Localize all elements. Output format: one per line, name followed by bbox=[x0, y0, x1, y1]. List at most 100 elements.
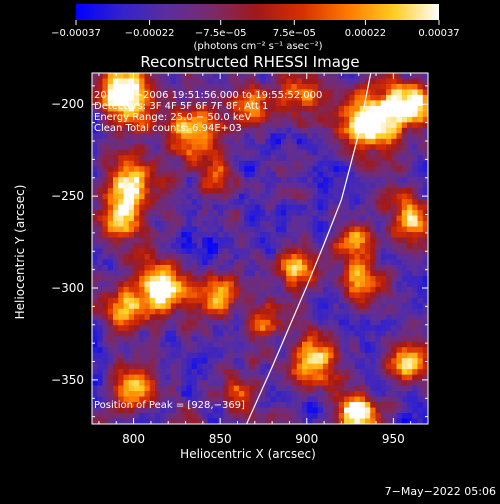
heatmap-cell bbox=[207, 396, 214, 403]
heatmap-cell bbox=[333, 270, 340, 277]
heatmap-cell bbox=[286, 144, 292, 151]
heatmap-cell bbox=[244, 100, 250, 107]
heatmap-cell bbox=[228, 358, 235, 365]
heatmap-cell bbox=[254, 127, 261, 134]
heatmap-cell bbox=[270, 275, 277, 282]
heatmap-cell bbox=[191, 237, 198, 244]
heatmap-cell bbox=[270, 264, 277, 271]
heatmap-cell bbox=[118, 155, 124, 162]
heatmap-cell bbox=[275, 275, 282, 282]
heatmap-cell bbox=[254, 232, 261, 238]
heatmap-cell bbox=[123, 243, 130, 249]
heatmap-cell bbox=[344, 160, 350, 167]
heatmap-cell bbox=[144, 171, 151, 178]
heatmap-cell bbox=[396, 89, 403, 96]
heatmap-cell bbox=[144, 292, 151, 299]
heatmap-cell bbox=[412, 253, 418, 260]
heatmap-cell bbox=[202, 111, 208, 118]
heatmap-cell bbox=[113, 149, 119, 156]
heatmap-cell bbox=[212, 171, 219, 178]
heatmap-cell bbox=[344, 391, 350, 397]
heatmap-cell bbox=[191, 319, 198, 326]
heatmap-cell bbox=[349, 407, 355, 414]
heatmap-cell bbox=[212, 259, 219, 266]
heatmap-cell bbox=[291, 380, 298, 387]
heatmap-cell bbox=[233, 259, 240, 266]
heatmap-cell bbox=[291, 94, 298, 101]
heatmap-cell bbox=[291, 341, 298, 348]
heatmap-cell bbox=[333, 358, 340, 365]
heatmap-cell bbox=[365, 347, 371, 354]
heatmap-cell bbox=[344, 325, 350, 332]
heatmap-cell bbox=[144, 248, 151, 255]
heatmap-cell bbox=[396, 325, 403, 332]
heatmap-cell bbox=[260, 210, 266, 216]
heatmap-cell bbox=[233, 204, 240, 211]
heatmap-cell bbox=[302, 385, 308, 392]
heatmap-cell bbox=[118, 418, 124, 424]
heatmap-cell bbox=[296, 413, 303, 419]
heatmap-cell bbox=[260, 248, 266, 255]
heatmap-cell bbox=[286, 253, 292, 260]
heatmap-cell bbox=[144, 127, 151, 134]
heatmap-cell bbox=[128, 352, 135, 359]
heatmap-cell bbox=[296, 100, 303, 107]
heatmap-cell bbox=[260, 363, 266, 370]
heatmap-cell bbox=[333, 193, 340, 200]
heatmap-cell bbox=[349, 204, 355, 211]
heatmap-cell bbox=[312, 221, 319, 227]
heatmap-cell bbox=[317, 105, 324, 112]
heatmap-cell bbox=[244, 363, 250, 370]
heatmap-cell bbox=[338, 221, 345, 227]
heatmap-cell bbox=[380, 221, 387, 227]
heatmap-cell bbox=[312, 232, 319, 238]
heatmap-cell bbox=[123, 221, 130, 227]
heatmap-cell bbox=[139, 83, 145, 90]
heatmap-cell bbox=[333, 149, 340, 156]
heatmap-cell bbox=[391, 166, 397, 173]
heatmap-cell bbox=[344, 413, 350, 419]
heatmap-cell bbox=[239, 243, 245, 249]
heatmap-cell bbox=[302, 341, 308, 348]
heatmap-cell bbox=[118, 352, 124, 359]
heatmap-cell bbox=[254, 264, 261, 271]
heatmap-cell bbox=[102, 264, 109, 271]
heatmap-cell bbox=[338, 116, 345, 123]
heatmap-cell bbox=[165, 314, 172, 321]
heatmap-cell bbox=[296, 330, 303, 337]
heatmap-cell bbox=[218, 275, 224, 282]
heatmap-cell bbox=[218, 374, 224, 381]
heatmap-cell bbox=[139, 155, 145, 162]
heatmap-cell bbox=[391, 369, 397, 376]
heatmap-cell bbox=[422, 127, 428, 134]
heatmap-cell bbox=[176, 94, 182, 101]
heatmap-cell bbox=[233, 160, 240, 167]
heatmap-cell bbox=[291, 259, 298, 266]
heatmap-cell bbox=[407, 358, 413, 365]
heatmap-cell bbox=[412, 166, 418, 173]
heatmap-cell bbox=[102, 149, 109, 156]
heatmap-cell bbox=[207, 116, 214, 123]
heatmap-cell bbox=[134, 160, 140, 167]
heatmap-cell bbox=[296, 89, 303, 96]
heatmap-cell bbox=[97, 171, 103, 178]
heatmap-cell bbox=[412, 111, 418, 118]
heatmap-cell bbox=[118, 374, 124, 381]
heatmap-cell bbox=[302, 166, 308, 173]
heatmap-cell bbox=[344, 347, 350, 354]
heatmap-cell bbox=[113, 177, 119, 184]
heatmap-cell bbox=[202, 94, 208, 101]
heatmap-cell bbox=[239, 171, 245, 178]
heatmap-cell bbox=[270, 352, 277, 359]
heatmap-cell bbox=[228, 89, 235, 96]
heatmap-cell bbox=[307, 303, 313, 310]
heatmap-cell bbox=[233, 193, 240, 200]
x-axis-label: Heliocentric X (arcsec) bbox=[180, 447, 316, 461]
heatmap-cell bbox=[97, 149, 103, 156]
heatmap-cell bbox=[118, 281, 124, 288]
heatmap-cell bbox=[170, 149, 177, 156]
heatmap-cell bbox=[417, 391, 424, 397]
heatmap-cell bbox=[359, 127, 366, 134]
heatmap-cell bbox=[97, 237, 103, 244]
heatmap-cell bbox=[233, 292, 240, 299]
